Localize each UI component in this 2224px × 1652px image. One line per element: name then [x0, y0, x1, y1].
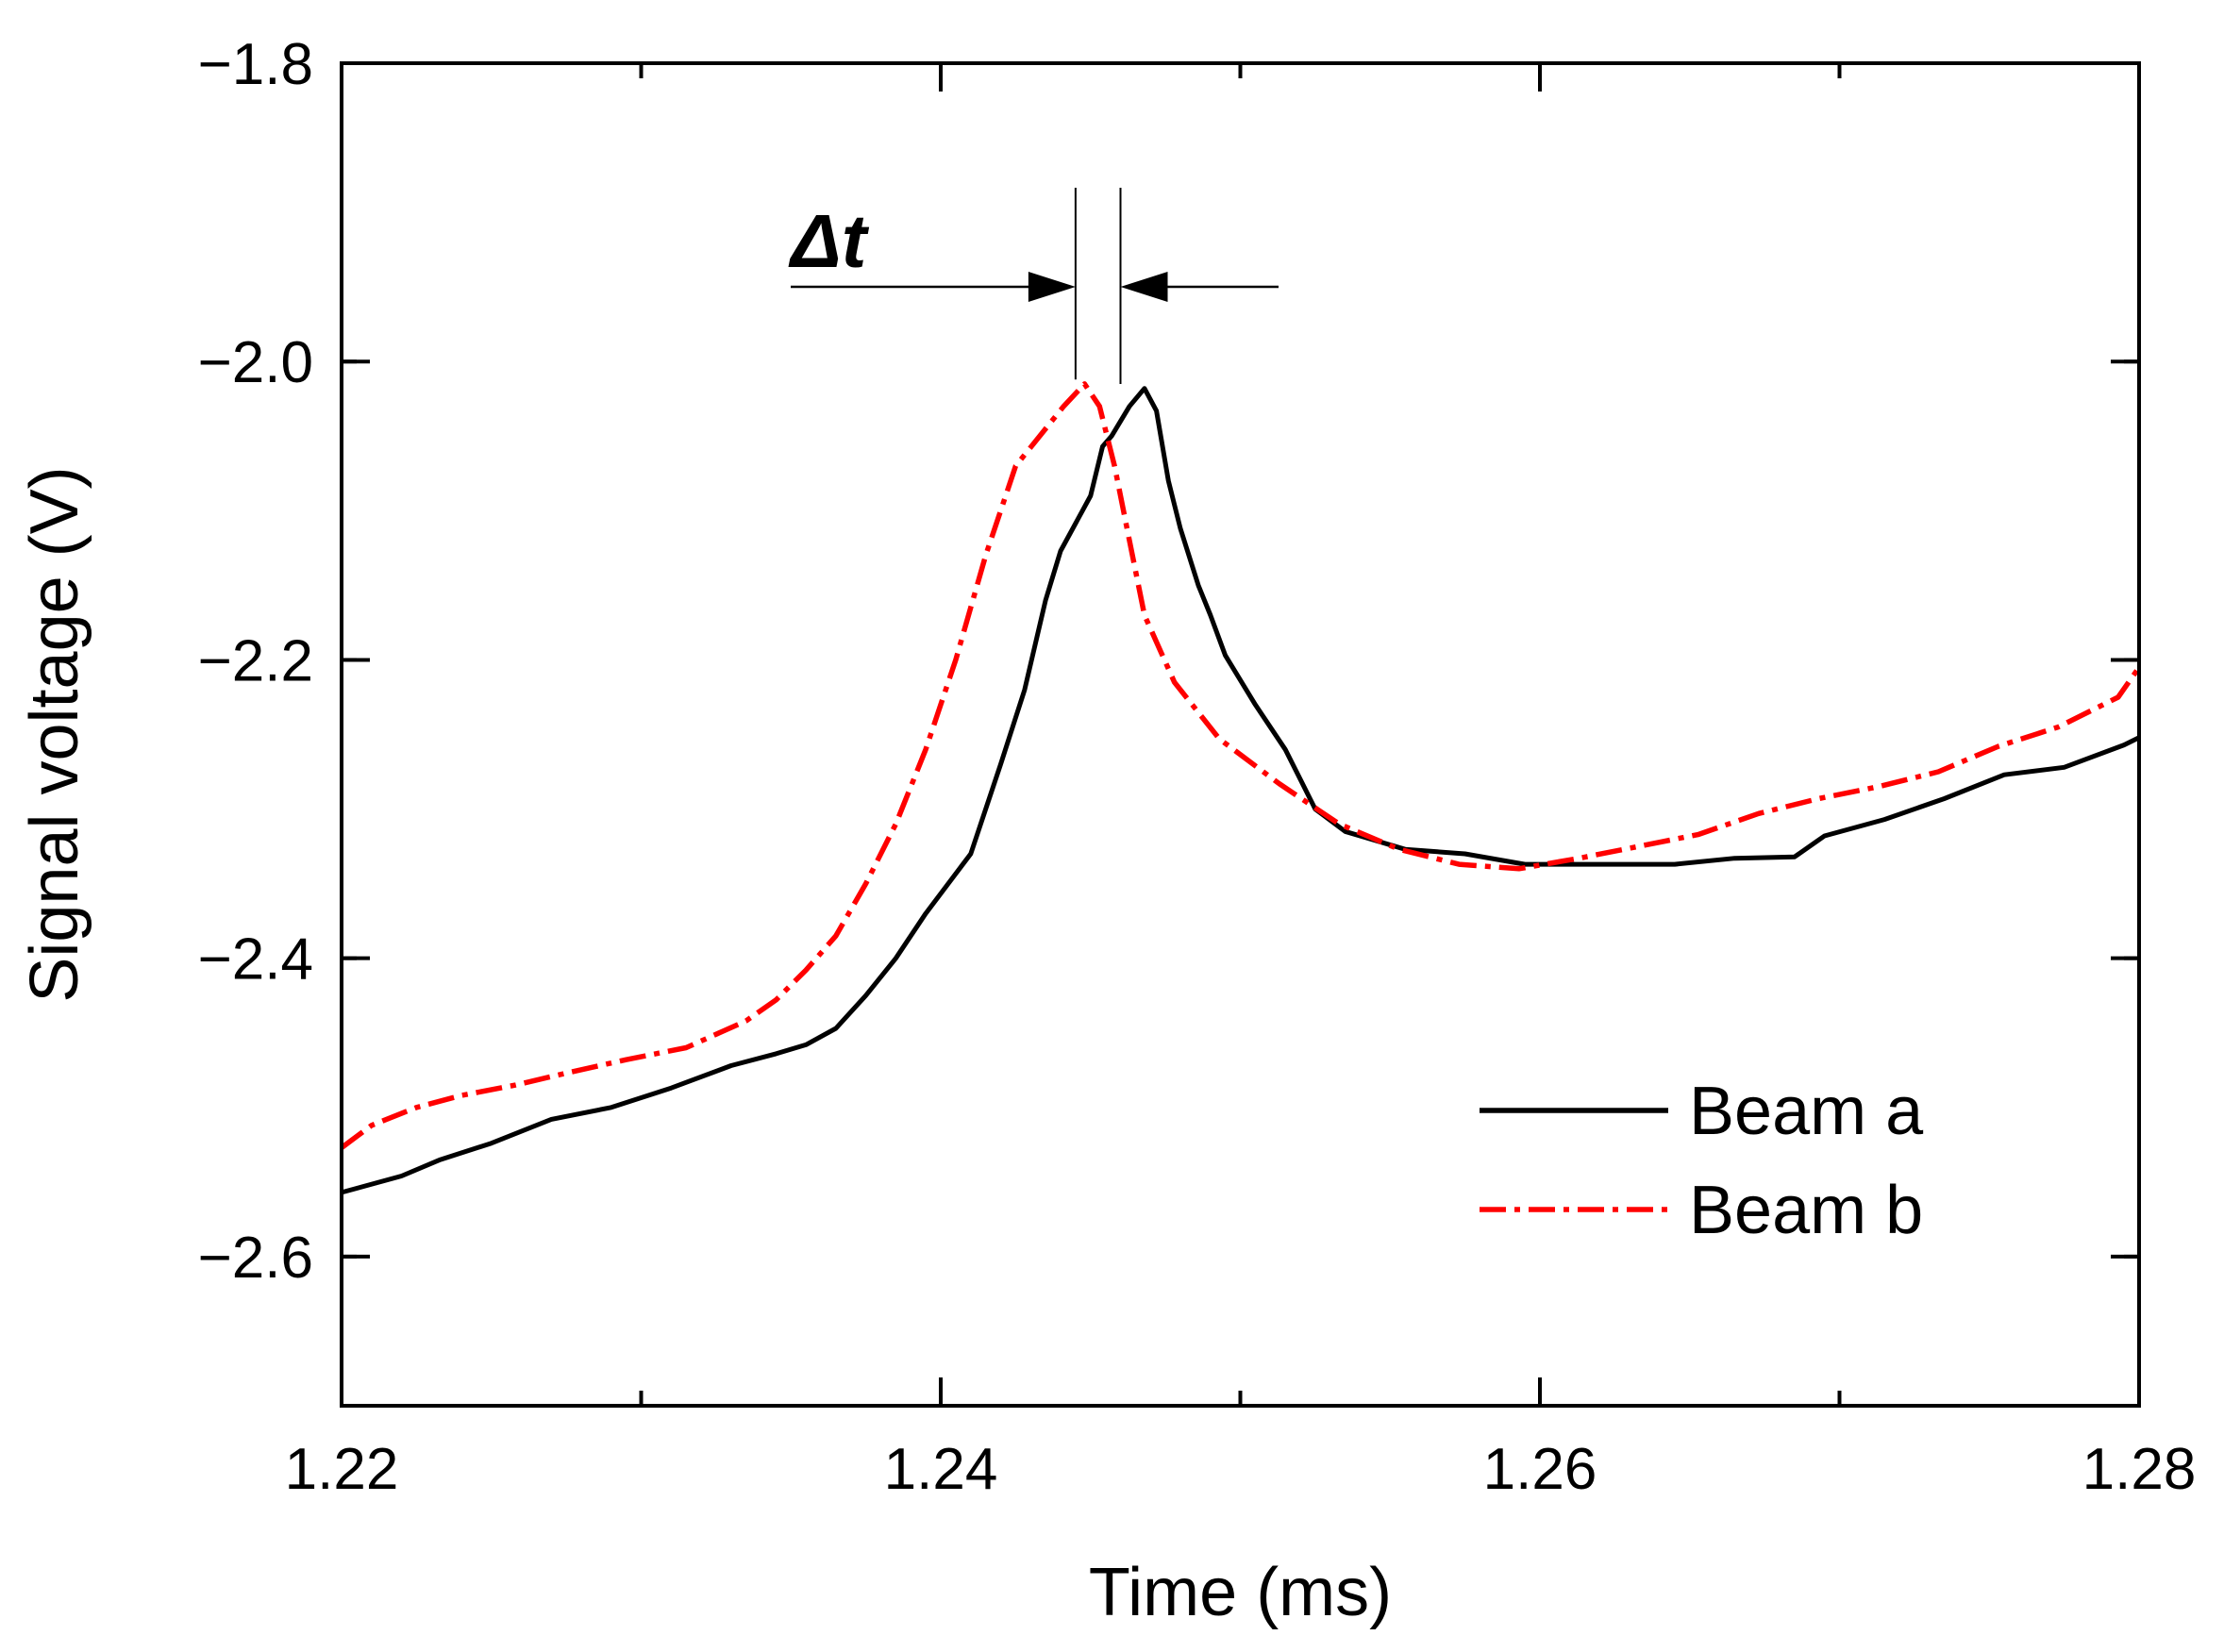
series-layer [340, 381, 2142, 1195]
x-tick-label: 1.24 [884, 1437, 998, 1502]
delta-t-label: Δt [788, 199, 870, 283]
delta-t-annotation: Δt [788, 188, 1279, 384]
legend-label: Beam a [1689, 1074, 1924, 1149]
x-axis-title: Time (ms) [1089, 1555, 1392, 1630]
delta-t-arrowhead-left [1028, 272, 1076, 302]
series-line-beam-b [340, 381, 2142, 1150]
x-tick-label: 1.22 [285, 1437, 399, 1502]
x-tick-label: 1.26 [1483, 1437, 1597, 1502]
y-tick-label: −1.8 [198, 32, 313, 97]
y-axis-title: Signal voltage (V) [17, 466, 92, 1002]
delta-t-arrowhead-right [1120, 272, 1168, 302]
x-tick-label: 1.28 [2082, 1437, 2197, 1502]
y-tick-label: −2.0 [198, 330, 313, 395]
y-tick-label: −2.4 [198, 927, 313, 993]
series-line-beam-a [341, 386, 2141, 1195]
ticks-layer: 1.22 1.24 1.26 1.28 −2.6 −2.4 −2.2 −2.0 −1.8 [198, 32, 2197, 1502]
legend-label: Beam b [1689, 1173, 1923, 1248]
legend: Beam a Beam b [1480, 1074, 1924, 1248]
y-tick-label: −2.2 [198, 628, 313, 693]
y-tick-label: −2.6 [198, 1226, 313, 1291]
